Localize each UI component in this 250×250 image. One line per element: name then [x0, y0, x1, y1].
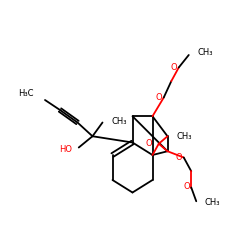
Text: CH₃: CH₃	[205, 198, 220, 207]
Text: CH₃: CH₃	[198, 48, 213, 57]
Text: CH₃: CH₃	[176, 132, 192, 141]
Text: O: O	[184, 182, 190, 191]
Text: H₃C: H₃C	[18, 89, 34, 98]
Text: O: O	[146, 139, 152, 148]
Text: CH₃: CH₃	[111, 117, 127, 126]
Text: O: O	[156, 93, 162, 102]
Text: O: O	[171, 63, 177, 72]
Text: O: O	[176, 153, 182, 162]
Text: HO: HO	[60, 146, 72, 154]
